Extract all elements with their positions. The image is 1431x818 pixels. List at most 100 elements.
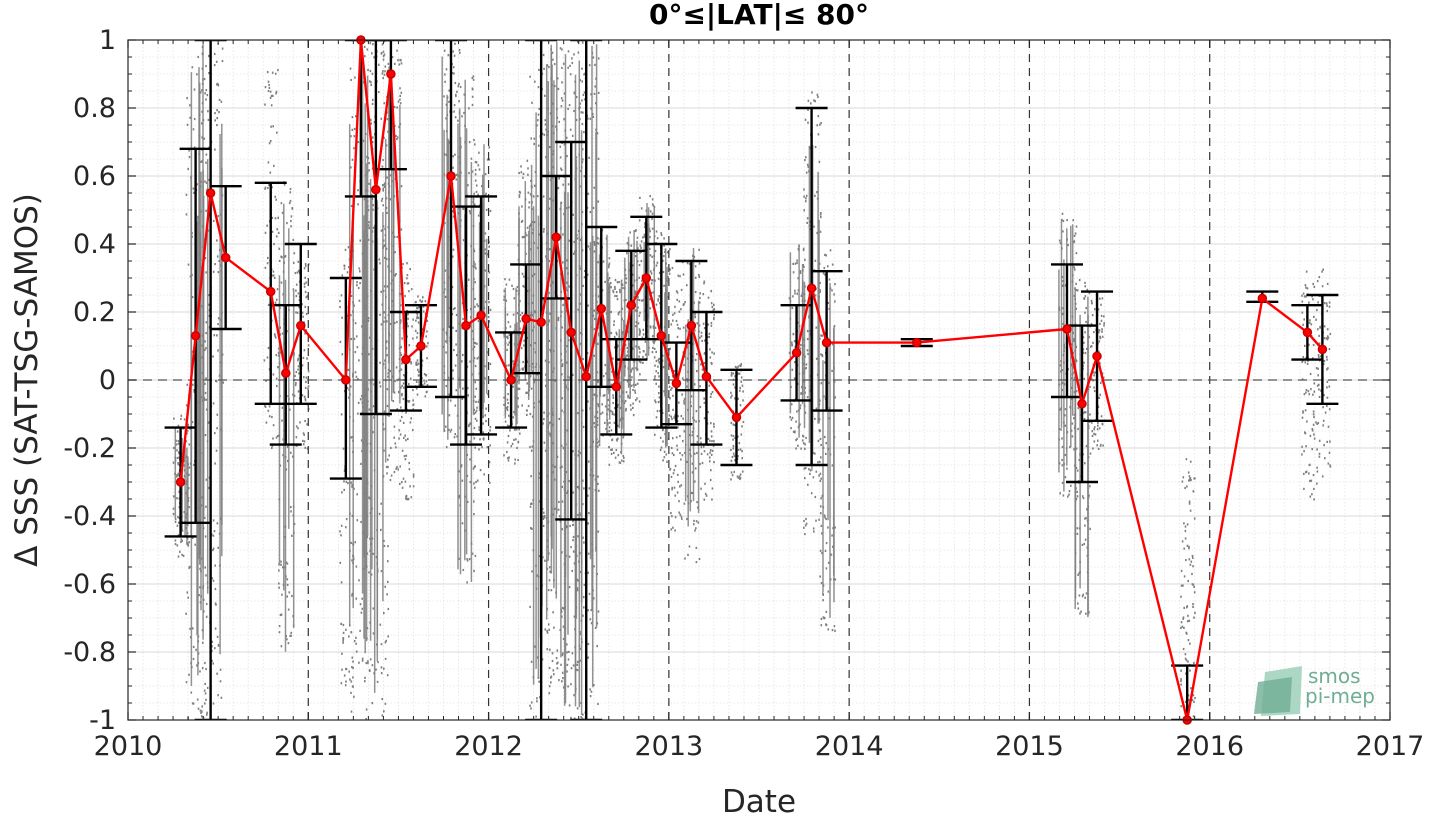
scatter-point — [177, 462, 179, 465]
scatter-point — [654, 401, 657, 404]
scatter-point — [368, 182, 370, 185]
scatter-point — [368, 162, 370, 165]
scatter-point — [1313, 415, 1315, 419]
scatter-point — [1183, 547, 1185, 550]
scatter-point — [1308, 343, 1310, 346]
scatter-point — [1312, 474, 1315, 477]
scatter-point — [730, 478, 732, 481]
scatter-point — [672, 408, 674, 411]
scatter-point — [710, 324, 713, 327]
scatter-point — [204, 434, 207, 437]
scatter-point — [1088, 611, 1090, 614]
scatter-point — [588, 512, 590, 515]
scatter-point — [445, 68, 448, 71]
scatter-point — [468, 424, 470, 428]
scatter-point — [197, 707, 200, 710]
scatter-point — [272, 270, 275, 273]
scatter-point — [287, 608, 290, 611]
scatter-point — [683, 400, 685, 403]
scatter-point — [1103, 322, 1105, 325]
scatter-point — [734, 375, 736, 378]
scatter-point — [271, 415, 273, 419]
scatter-cloud — [1180, 458, 1196, 719]
scatter-point — [1068, 490, 1071, 493]
scatter-point — [357, 286, 360, 290]
scatter-point — [691, 462, 694, 465]
scatter-point — [636, 382, 639, 385]
scatter-point — [558, 515, 561, 518]
scatter-point — [640, 207, 643, 210]
scatter-point — [806, 330, 809, 333]
scatter-point — [214, 148, 216, 151]
scatter-point — [1313, 285, 1316, 288]
scatter-point — [597, 403, 599, 406]
scatter-point — [369, 42, 372, 45]
scatter-point — [612, 291, 615, 294]
scatter-point — [674, 305, 676, 308]
scatter-point — [340, 581, 343, 584]
scatter-point — [395, 446, 397, 449]
scatter-point — [458, 470, 460, 473]
scatter-point — [416, 359, 419, 362]
scatter-point — [639, 244, 642, 247]
scatter-point — [1182, 616, 1185, 619]
scatter-point — [289, 199, 292, 203]
scatter-point — [819, 290, 821, 293]
scatter-point — [191, 350, 194, 353]
scatter-point — [348, 396, 350, 399]
scatter-point — [521, 272, 524, 275]
scatter-point — [577, 514, 579, 517]
scatter-point — [306, 447, 309, 450]
scatter-point — [678, 310, 681, 313]
scatter-point — [1084, 517, 1086, 520]
scatter-point — [553, 626, 555, 629]
scatter-point — [350, 691, 352, 694]
scatter-point — [1093, 371, 1095, 374]
scatter-point — [1061, 464, 1064, 467]
scatter-point — [482, 438, 485, 441]
scatter-point — [803, 467, 806, 470]
scatter-point — [295, 382, 297, 385]
scatter-point — [1191, 699, 1194, 702]
scatter-point — [594, 393, 596, 396]
scatter-point — [630, 244, 633, 247]
scatter-point — [1324, 411, 1327, 414]
scatter-point — [804, 118, 807, 121]
scatter-point — [732, 372, 735, 375]
scatter-point — [1073, 371, 1076, 374]
scatter-point — [533, 142, 535, 146]
scatter-point — [486, 158, 489, 161]
scatter-point — [651, 217, 653, 220]
scatter-point — [474, 342, 477, 345]
scatter-point — [817, 95, 819, 98]
scatter-point — [214, 263, 216, 266]
scatter-point — [1090, 299, 1093, 302]
scatter-point — [474, 305, 476, 308]
scatter-point — [581, 99, 583, 102]
scatter-point — [669, 248, 671, 251]
scatter-point — [542, 53, 545, 57]
scatter-point — [1315, 421, 1317, 424]
scatter-point — [732, 447, 735, 450]
scatter-point — [516, 446, 518, 450]
scatter-point — [503, 333, 505, 336]
scatter-point — [514, 458, 516, 461]
scatter-point — [576, 589, 579, 592]
scatter-point — [474, 465, 476, 468]
scatter-point — [809, 472, 811, 475]
scatter-point — [654, 375, 656, 378]
scatter-point — [382, 187, 384, 190]
scatter-point — [383, 244, 385, 248]
scatter-point — [385, 206, 388, 210]
scatter-point — [354, 76, 356, 79]
scatter-point — [533, 310, 536, 313]
scatter-point — [365, 718, 367, 720]
scatter-point — [1301, 453, 1303, 456]
scatter-point — [283, 183, 286, 186]
scatter-point — [730, 448, 732, 452]
scatter-point — [732, 423, 735, 426]
scatter-point — [452, 326, 454, 329]
scatter-point — [1101, 330, 1103, 333]
scatter-point — [400, 406, 402, 409]
scatter-point — [369, 497, 372, 500]
